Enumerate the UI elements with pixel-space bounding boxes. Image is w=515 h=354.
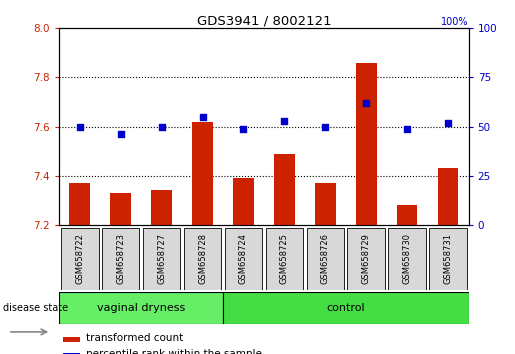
Point: [116, 132, 125, 137]
Bar: [397, 205, 418, 225]
Bar: [63, 353, 80, 354]
Bar: [61, 228, 98, 290]
Bar: [184, 228, 221, 290]
Bar: [430, 228, 467, 290]
Text: GSM658726: GSM658726: [321, 233, 330, 284]
Point: [444, 120, 452, 125]
Point: [362, 100, 370, 106]
Bar: [388, 228, 426, 290]
Text: 100%: 100%: [441, 17, 469, 27]
Bar: [59, 292, 223, 324]
Text: GSM658728: GSM658728: [198, 233, 207, 284]
Point: [321, 124, 330, 130]
Point: [239, 126, 248, 131]
Point: [198, 114, 207, 120]
Bar: [348, 228, 385, 290]
Bar: [225, 228, 262, 290]
Bar: [266, 228, 303, 290]
Text: GSM658727: GSM658727: [157, 233, 166, 284]
Bar: [143, 228, 180, 290]
Text: disease state: disease state: [3, 303, 67, 313]
Bar: [63, 337, 80, 342]
Text: transformed count: transformed count: [86, 333, 183, 343]
Text: vaginal dryness: vaginal dryness: [97, 303, 185, 313]
Point: [280, 118, 288, 124]
Bar: [151, 190, 172, 225]
Text: control: control: [327, 303, 365, 313]
Text: percentile rank within the sample: percentile rank within the sample: [86, 349, 262, 354]
Text: GSM658723: GSM658723: [116, 233, 125, 284]
Point: [403, 126, 411, 131]
Bar: [356, 63, 376, 225]
Bar: [274, 154, 295, 225]
Bar: [102, 228, 140, 290]
Bar: [233, 178, 254, 225]
Text: GSM658722: GSM658722: [75, 233, 84, 284]
Point: [76, 124, 84, 130]
Text: GSM658724: GSM658724: [239, 233, 248, 284]
Bar: [110, 193, 131, 225]
Bar: [306, 228, 344, 290]
Text: GSM658731: GSM658731: [444, 233, 453, 284]
Bar: [438, 168, 458, 225]
Point: [158, 124, 166, 130]
Text: GSM658730: GSM658730: [403, 233, 411, 284]
Text: GSM658725: GSM658725: [280, 233, 289, 284]
Bar: [315, 183, 336, 225]
Bar: [192, 122, 213, 225]
Bar: [70, 183, 90, 225]
Text: GSM658729: GSM658729: [362, 233, 371, 284]
Bar: [223, 292, 469, 324]
Title: GDS3941 / 8002121: GDS3941 / 8002121: [197, 14, 331, 27]
